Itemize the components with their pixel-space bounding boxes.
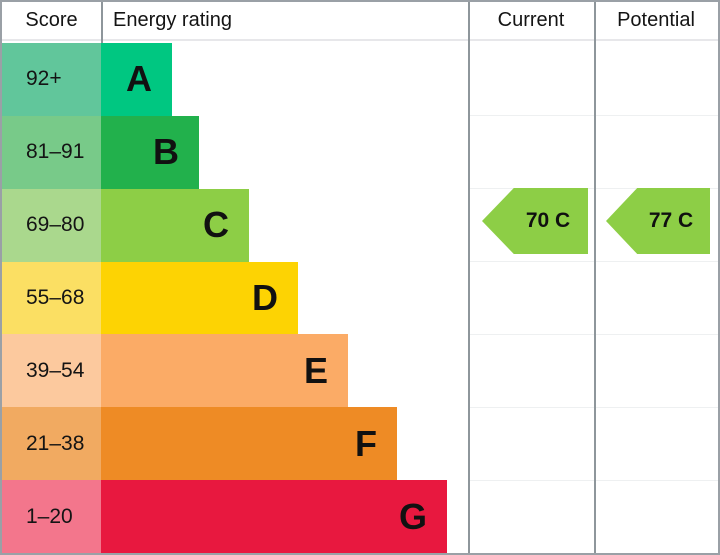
score-range-f: 21–38 — [2, 407, 101, 481]
rating-bar-d: D — [101, 261, 298, 335]
band-row-g: 1–20 G — [2, 480, 718, 553]
band-row-f: 21–38 F — [2, 407, 718, 481]
score-range-a: 92+ — [2, 43, 101, 116]
score-range-b: 81–91 — [2, 115, 101, 189]
score-range-c: 69–80 — [2, 188, 101, 262]
score-range-e: 39–54 — [2, 334, 101, 408]
score-column-header: Score — [25, 9, 78, 31]
potential-column-divider — [594, 2, 596, 553]
rating-bar-c: C — [101, 188, 249, 262]
rating-bar-g: G — [101, 480, 447, 553]
current-column-header: Current — [497, 9, 565, 31]
band-row-e: 39–54 E — [2, 334, 718, 408]
band-row-b: 81–91 B — [2, 115, 718, 189]
band-row-a: 92+ A — [2, 43, 718, 116]
band-row-c: 69–80 C — [2, 188, 718, 262]
energy-rating-column-header: Energy rating — [113, 9, 232, 31]
band-row-d: 55–68 D — [2, 261, 718, 335]
rating-bar-e: E — [101, 334, 348, 408]
potential-column-header: Potential — [617, 9, 695, 31]
rating-bar-f: F — [101, 407, 397, 481]
rating-bar-b: B — [101, 115, 199, 189]
rating-bands: 92+ A 81–91 B 69–80 C 55–68 D 39–54 E 21–38 F 1–20 G — [2, 43, 718, 553]
rating-bar-a: A — [101, 43, 172, 116]
score-range-d: 55–68 — [2, 261, 101, 335]
score-range-g: 1–20 — [2, 480, 101, 553]
score-column-divider — [101, 2, 103, 43]
chart-header: Score Energy rating Current Potential — [2, 2, 718, 41]
current-column-divider — [468, 2, 470, 553]
